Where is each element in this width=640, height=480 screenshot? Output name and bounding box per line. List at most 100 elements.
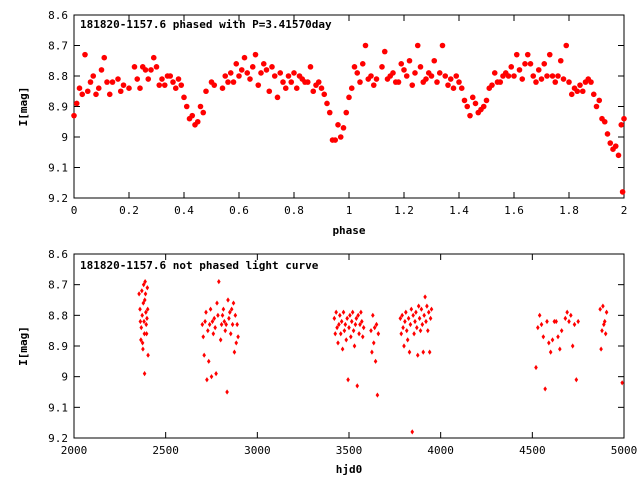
data-point (423, 76, 429, 82)
x-tick-label: 3000 (244, 444, 271, 457)
data-point (207, 321, 212, 328)
data-point (244, 70, 251, 76)
data-point (348, 85, 355, 91)
y-tick-label: 8.7 (48, 40, 68, 53)
data-point (280, 79, 286, 85)
data-point (142, 371, 147, 377)
data-point (340, 125, 347, 131)
data-point (439, 42, 446, 49)
data-point (527, 61, 534, 67)
data-point (524, 51, 531, 58)
data-point (574, 88, 581, 95)
data-point (143, 279, 147, 285)
data-point (409, 82, 416, 88)
data-point (140, 312, 144, 318)
data-point (538, 76, 545, 82)
data-point (472, 100, 479, 107)
data-point (202, 352, 206, 358)
data-point (222, 318, 227, 325)
data-point (156, 82, 163, 88)
data-point (181, 94, 187, 101)
data-point (599, 346, 603, 352)
data-point (98, 67, 105, 73)
data-point (445, 82, 451, 88)
x-tick-label: 0.6 (229, 204, 249, 217)
data-point (341, 309, 346, 315)
data-point (138, 318, 143, 325)
data-point (620, 380, 624, 386)
data-point (343, 321, 348, 328)
data-point (201, 334, 206, 340)
data-point (71, 112, 77, 119)
data-point (416, 303, 421, 309)
data-point (144, 321, 149, 328)
data-point (144, 331, 149, 337)
y-tick-label: 8.9 (48, 101, 68, 114)
data-point (234, 340, 239, 346)
data-point (227, 315, 231, 321)
data-point (224, 321, 228, 328)
data-point (334, 309, 338, 315)
data-point (601, 118, 608, 125)
data-point (230, 79, 237, 85)
data-point (516, 67, 523, 73)
data-point (566, 79, 572, 85)
data-point (137, 291, 141, 297)
data-point (598, 306, 602, 312)
x-axis-ticks: 2000 2500 3000 3500 4000 4500 5000 (61, 254, 637, 457)
data-point (426, 328, 430, 334)
data-point (84, 88, 91, 95)
data-point (225, 79, 231, 85)
data-point (200, 321, 205, 328)
data-point (513, 51, 520, 58)
data-point (307, 64, 314, 70)
data-point (533, 79, 539, 85)
data-point (467, 112, 473, 119)
x-axis-label: phase (332, 224, 365, 237)
data-point (415, 352, 420, 358)
data-point (218, 337, 223, 343)
x-tick-label: 1.6 (504, 204, 524, 217)
data-point (200, 109, 207, 116)
data-point (505, 73, 512, 79)
data-point (360, 334, 365, 340)
data-point (371, 340, 376, 346)
data-point (335, 325, 339, 331)
data-point (220, 312, 225, 318)
data-point (95, 85, 102, 91)
data-point (411, 312, 415, 318)
data-point (552, 318, 557, 325)
data-point (315, 79, 322, 85)
data-point (318, 85, 325, 91)
data-point (145, 76, 152, 82)
y-axis-ticks: 8.6 8.7 8.8 8.9 9 9.1 9.2 (48, 248, 624, 445)
data-point (557, 57, 564, 64)
data-point (405, 337, 410, 343)
data-point (563, 42, 570, 49)
data-point (408, 321, 413, 328)
data-point (139, 325, 144, 331)
y-tick-label: 8.8 (48, 70, 68, 83)
data-point (349, 318, 354, 325)
data-point (390, 70, 396, 76)
data-point (423, 294, 427, 300)
data-point (282, 85, 289, 91)
data-point (357, 79, 363, 85)
data-point (145, 315, 149, 321)
data-point (141, 300, 146, 306)
data-point (417, 315, 422, 321)
x-tick-label: 2 (621, 204, 628, 217)
data-point (194, 118, 201, 125)
data-point (337, 134, 344, 140)
data-point (236, 334, 240, 340)
data-point (146, 352, 150, 358)
data-point (570, 343, 575, 349)
data-point (204, 309, 208, 315)
data-point (453, 73, 460, 79)
y-tick-label: 9 (61, 371, 68, 384)
data-point (404, 309, 408, 315)
data-point (336, 340, 340, 346)
x-tick-label: 1.4 (449, 204, 469, 217)
data-point (345, 315, 349, 321)
data-point (372, 325, 377, 331)
